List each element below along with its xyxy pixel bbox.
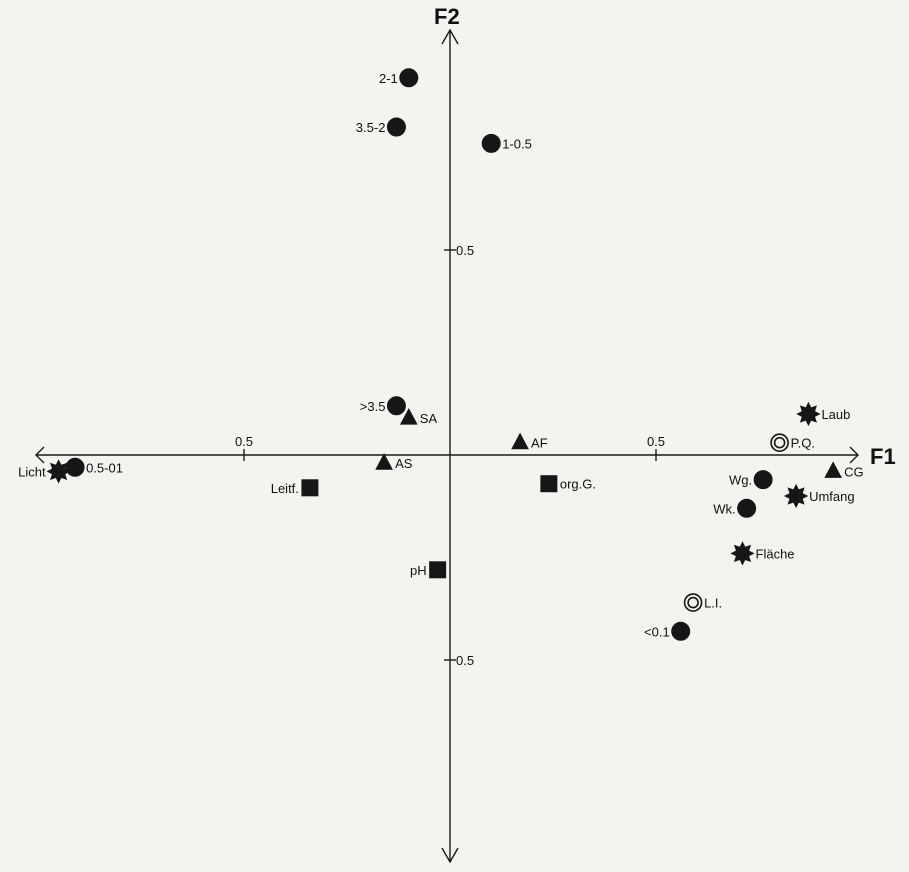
circle-marker bbox=[753, 470, 773, 490]
point-label: 0.5-01 bbox=[86, 460, 123, 475]
data-point: 3.5-2 bbox=[356, 117, 406, 137]
data-point: <0.1 bbox=[644, 621, 691, 641]
circle-marker bbox=[481, 133, 501, 153]
square-marker bbox=[540, 475, 558, 493]
data-point: CG bbox=[824, 461, 864, 479]
point-label: Fläche bbox=[756, 546, 795, 561]
data-point: AS bbox=[375, 453, 413, 471]
point-label: L.I. bbox=[704, 596, 722, 611]
x-tick-label: 0.5 bbox=[235, 434, 253, 449]
point-label: Leitf. bbox=[271, 481, 299, 496]
data-point: 2-1 bbox=[379, 68, 419, 88]
point-label: Umfang bbox=[809, 489, 855, 504]
data-point: Wg. bbox=[729, 470, 773, 490]
data-point: Licht bbox=[18, 459, 71, 484]
y-axis-title: F2 bbox=[434, 4, 460, 29]
triangle-marker bbox=[375, 453, 393, 470]
data-point: org.G. bbox=[540, 475, 596, 493]
point-label: <0.1 bbox=[644, 624, 670, 639]
point-label: CG bbox=[844, 464, 864, 479]
ring-marker-inner bbox=[773, 436, 786, 449]
point-label: Licht bbox=[18, 464, 46, 479]
circle-marker bbox=[399, 68, 419, 88]
y-tick-label: 0.5 bbox=[456, 243, 474, 258]
data-point: >3.5 bbox=[360, 396, 406, 416]
square-marker bbox=[301, 479, 319, 497]
ring-marker-outer bbox=[770, 433, 789, 453]
point-label: pH bbox=[410, 563, 427, 578]
ticks: 0.5 0.5 0.5 0.5 bbox=[235, 243, 665, 668]
x-axis-arrow-left bbox=[35, 446, 45, 464]
point-label: 1-0.5 bbox=[502, 136, 532, 151]
star-marker bbox=[46, 459, 71, 484]
data-point: 0.5-01 bbox=[65, 457, 123, 477]
point-label: 3.5-2 bbox=[356, 120, 386, 135]
point-label: Laub bbox=[821, 407, 850, 422]
x-axis-title: F1 bbox=[870, 444, 896, 469]
point-label: 2-1 bbox=[379, 71, 398, 86]
triangle-marker bbox=[511, 432, 529, 450]
data-point: P.Q. bbox=[770, 433, 815, 453]
data-point: L.I. bbox=[683, 593, 722, 612]
data-point: AF bbox=[511, 432, 548, 451]
point-label: org.G. bbox=[560, 477, 596, 492]
ring-marker-inner bbox=[687, 596, 699, 609]
circle-marker bbox=[386, 396, 406, 416]
data-point: Laub bbox=[796, 401, 850, 427]
circle-marker bbox=[737, 498, 757, 518]
point-label: SA bbox=[420, 411, 438, 426]
triangle-marker bbox=[399, 408, 418, 425]
circle-marker bbox=[65, 457, 85, 477]
points: 2-1 3.5-2 1-0.5 >3.5 0.5-01 Wg. Wk. <0.1 SA AF AS C… bbox=[18, 68, 864, 641]
point-label: P.Q. bbox=[791, 436, 815, 451]
point-label: Wg. bbox=[729, 473, 752, 488]
point-label: >3.5 bbox=[360, 399, 386, 414]
axes: F1 F2 bbox=[35, 4, 896, 864]
point-label: AF bbox=[531, 436, 548, 451]
data-point: pH bbox=[410, 561, 447, 579]
point-label: Wk. bbox=[713, 501, 735, 516]
y-axis-arrow-top bbox=[441, 28, 459, 45]
ring-marker-outer bbox=[683, 593, 703, 612]
point-label: AS bbox=[395, 456, 413, 471]
data-point: Wk. bbox=[713, 498, 757, 518]
data-point: 1-0.5 bbox=[481, 133, 532, 153]
circle-marker bbox=[386, 117, 406, 137]
circle-marker bbox=[671, 621, 691, 641]
y-axis-arrow-bottom bbox=[441, 847, 459, 864]
data-point: Umfang bbox=[783, 483, 855, 509]
star-marker bbox=[783, 483, 809, 509]
y-tick-label: 0.5 bbox=[456, 653, 474, 668]
star-marker bbox=[730, 541, 755, 566]
x-tick-label: 0.5 bbox=[647, 434, 665, 449]
triangle-marker bbox=[824, 461, 842, 478]
data-point: Leitf. bbox=[271, 479, 319, 497]
data-point: Fläche bbox=[730, 541, 795, 566]
x-axis-arrow-right bbox=[849, 446, 859, 464]
star-marker bbox=[796, 401, 821, 427]
data-point: SA bbox=[399, 408, 438, 426]
square-marker bbox=[429, 561, 447, 579]
